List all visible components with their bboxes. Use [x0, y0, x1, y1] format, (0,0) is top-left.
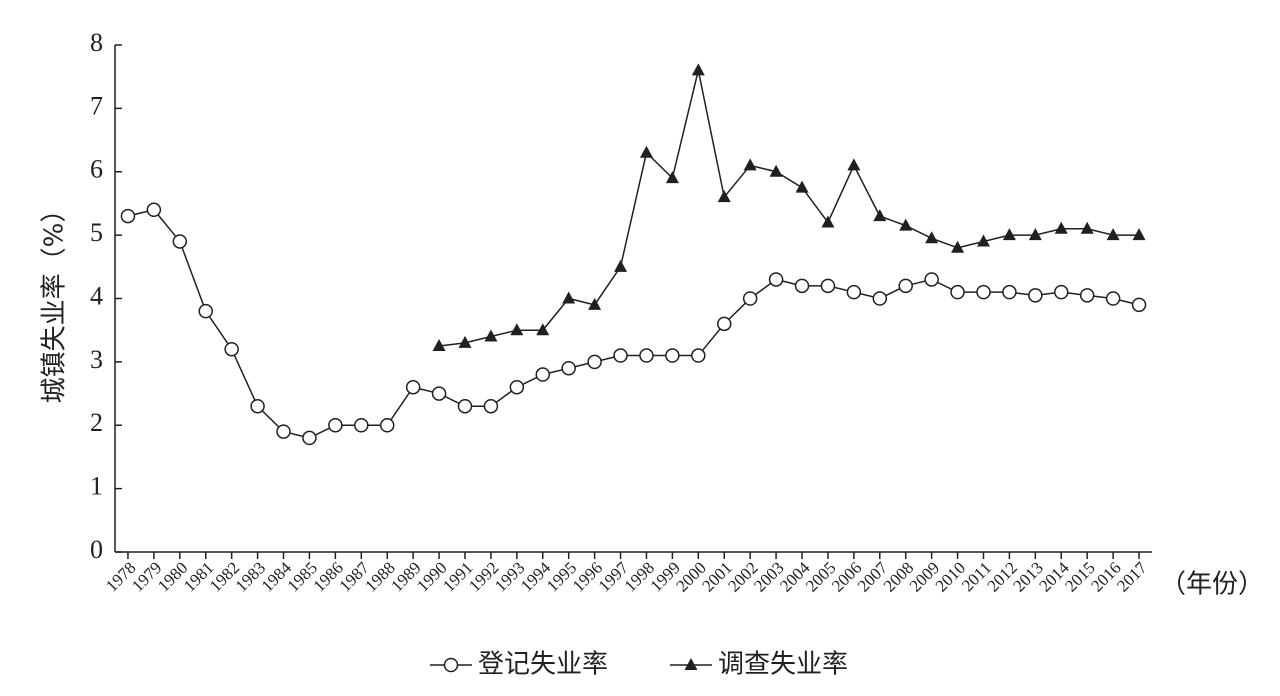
- data-point: [976, 234, 990, 247]
- data-point: [898, 278, 913, 294]
- y-tick-label: 4: [90, 281, 103, 310]
- data-point: [951, 240, 965, 253]
- data-point: [1002, 228, 1016, 241]
- data-point: [302, 430, 317, 446]
- legend-label: 登记失业率: [478, 650, 608, 680]
- legend-marker: [684, 658, 698, 670]
- y-tick-label: 1: [90, 472, 103, 501]
- data-point: [820, 278, 836, 294]
- y-tick-label: 2: [90, 408, 103, 437]
- y-axis-label: 城镇失业率（%）: [40, 197, 70, 404]
- data-point: [665, 348, 680, 363]
- data-point: [1028, 228, 1042, 241]
- x-axis-label: （年份）: [1160, 570, 1264, 600]
- data-point: [846, 284, 862, 300]
- data-point: [1080, 221, 1094, 234]
- data-point: [1131, 297, 1147, 313]
- data-point: [354, 418, 369, 433]
- series-line: [127, 208, 1140, 439]
- data-point: [821, 215, 835, 228]
- data-point: [691, 63, 705, 76]
- data-point: [1105, 291, 1121, 306]
- data-point: [768, 272, 784, 287]
- data-point: [458, 335, 472, 348]
- data-point: [276, 424, 291, 439]
- data-point: [562, 291, 576, 304]
- data-point: [873, 209, 887, 222]
- data-point: [536, 323, 550, 336]
- data-point: [1054, 284, 1069, 300]
- data-point: [639, 348, 654, 363]
- data-point: [457, 398, 473, 414]
- data-point: [847, 158, 861, 171]
- data-point: [120, 208, 136, 224]
- y-tick-label: 8: [90, 28, 103, 57]
- data-point: [691, 348, 706, 363]
- data-point: [769, 164, 783, 177]
- data-point: [795, 180, 809, 193]
- data-point: [198, 303, 213, 319]
- data-point: [613, 348, 628, 363]
- data-point: [328, 418, 343, 433]
- data-point: [535, 367, 551, 382]
- data-point: [743, 158, 757, 171]
- data-point: [146, 202, 162, 218]
- data-point: [925, 231, 939, 244]
- data-point: [976, 284, 991, 300]
- data-point: [172, 234, 188, 249]
- data-point: [509, 379, 525, 395]
- data-point: [639, 145, 653, 158]
- data-point: [224, 341, 239, 357]
- data-point: [742, 291, 758, 306]
- data-point: [587, 354, 602, 370]
- series-line: [438, 70, 1140, 347]
- data-point: [1132, 228, 1146, 241]
- y-tick-label: 0: [90, 535, 103, 564]
- data-point: [379, 418, 395, 433]
- data-point: [510, 323, 524, 336]
- data-point: [431, 386, 447, 401]
- data-point: [1079, 288, 1095, 303]
- data-point: [1054, 221, 1068, 234]
- data-point: [716, 316, 732, 332]
- data-point: [1028, 288, 1043, 303]
- data-point: [924, 272, 939, 287]
- data-point: [432, 339, 446, 352]
- y-tick-label: 5: [90, 218, 103, 247]
- data-point: [405, 379, 421, 395]
- legend-label: 调查失业率: [718, 650, 848, 680]
- y-tick-label: 3: [90, 345, 103, 374]
- y-tick-label: 6: [90, 155, 103, 184]
- y-tick-label: 7: [90, 91, 103, 120]
- data-point: [899, 218, 913, 231]
- data-point: [872, 291, 888, 306]
- data-point: [665, 171, 679, 184]
- data-point: [1002, 284, 1017, 300]
- data-point: [561, 360, 576, 376]
- data-point: [588, 297, 602, 310]
- data-point: [794, 278, 810, 294]
- legend-marker: [443, 657, 459, 673]
- data-point: [717, 190, 731, 203]
- data-point: [1106, 228, 1120, 241]
- data-point: [614, 259, 628, 272]
- data-point: [950, 284, 965, 300]
- data-point: [250, 398, 265, 414]
- data-point: [483, 398, 499, 414]
- x-tick-label: 2017: [1113, 558, 1151, 596]
- data-point: [484, 329, 498, 342]
